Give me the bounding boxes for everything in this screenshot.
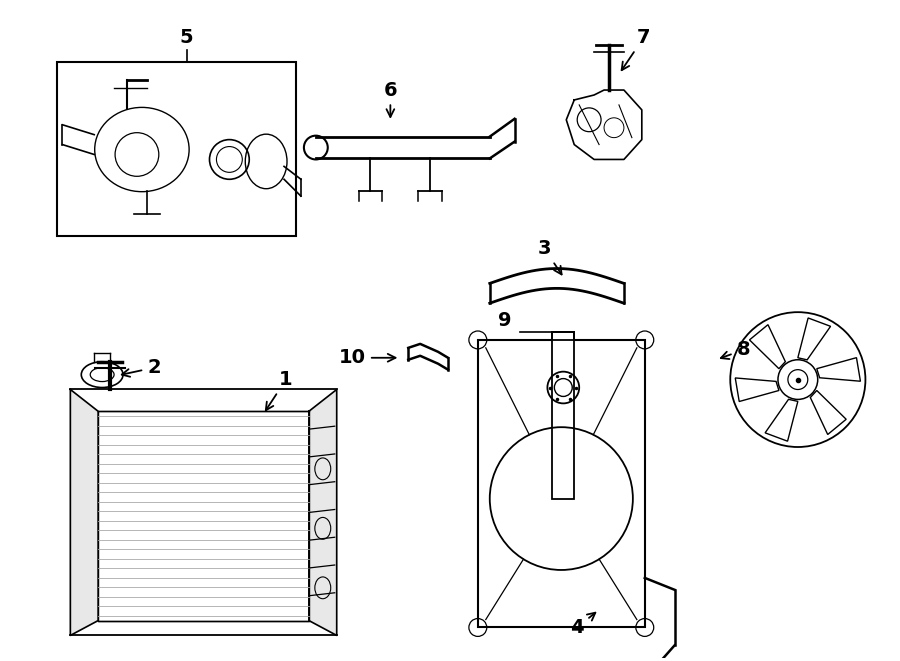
Bar bbox=[98, 411, 309, 621]
Text: 3: 3 bbox=[537, 239, 562, 274]
Text: 11: 11 bbox=[501, 348, 544, 386]
Text: 6: 6 bbox=[383, 81, 397, 117]
Text: 5: 5 bbox=[180, 28, 194, 47]
Text: 10: 10 bbox=[339, 348, 395, 368]
Text: 7: 7 bbox=[622, 28, 651, 70]
Text: 1: 1 bbox=[266, 370, 292, 410]
Bar bbox=[553, 332, 574, 498]
Text: 4: 4 bbox=[571, 613, 596, 637]
Polygon shape bbox=[309, 389, 337, 635]
Text: 9: 9 bbox=[498, 311, 511, 330]
Bar bbox=[478, 340, 644, 627]
Bar bbox=[58, 62, 296, 236]
Polygon shape bbox=[70, 389, 98, 635]
Text: 2: 2 bbox=[122, 358, 161, 377]
Bar bbox=[553, 332, 574, 340]
Text: 8: 8 bbox=[721, 340, 750, 360]
